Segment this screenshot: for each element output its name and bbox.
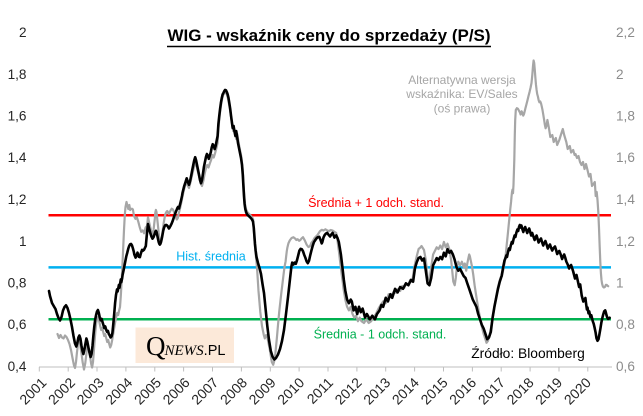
svg-text:Alternatywna wersja: Alternatywna wersja xyxy=(408,73,516,87)
svg-text:1,2: 1,2 xyxy=(8,192,27,207)
svg-text:1,8: 1,8 xyxy=(616,109,635,124)
svg-text:1,6: 1,6 xyxy=(8,109,27,124)
svg-text:2: 2 xyxy=(19,25,27,40)
svg-text:2,2: 2,2 xyxy=(616,25,635,40)
svg-text:Średnia - 1 odch. stand.: Średnia - 1 odch. stand. xyxy=(314,327,447,342)
svg-text:2: 2 xyxy=(616,67,624,82)
svg-text:Hist. średnia: Hist. średnia xyxy=(176,250,246,264)
svg-text:Średnia + 1 odch. stand.: Średnia + 1 odch. stand. xyxy=(308,195,444,210)
svg-text:1,8: 1,8 xyxy=(8,67,27,82)
svg-text:0,6: 0,6 xyxy=(8,317,27,332)
svg-text:1,4: 1,4 xyxy=(8,150,27,165)
svg-text:QNEWS.PL: QNEWS.PL xyxy=(146,331,225,361)
svg-text:1,4: 1,4 xyxy=(616,192,635,207)
svg-text:WIG - wskaźnik ceny do sprzeda: WIG - wskaźnik ceny do sprzedaży (P/S) xyxy=(167,26,490,45)
svg-text:0,4: 0,4 xyxy=(8,359,27,374)
svg-text:1,2: 1,2 xyxy=(616,234,635,249)
svg-text:1: 1 xyxy=(616,276,624,291)
svg-text:wskaźnika: EV/Sales: wskaźnika: EV/Sales xyxy=(405,87,517,101)
svg-text:Źródło: Bloomberg: Źródło: Bloomberg xyxy=(471,345,585,361)
svg-text:1: 1 xyxy=(19,234,27,249)
svg-text:0,8: 0,8 xyxy=(616,317,635,332)
svg-text:1,6: 1,6 xyxy=(616,150,635,165)
svg-text:0,8: 0,8 xyxy=(8,276,27,291)
svg-text:0,6: 0,6 xyxy=(616,359,635,374)
svg-text:(oś prawa): (oś prawa) xyxy=(434,102,491,116)
